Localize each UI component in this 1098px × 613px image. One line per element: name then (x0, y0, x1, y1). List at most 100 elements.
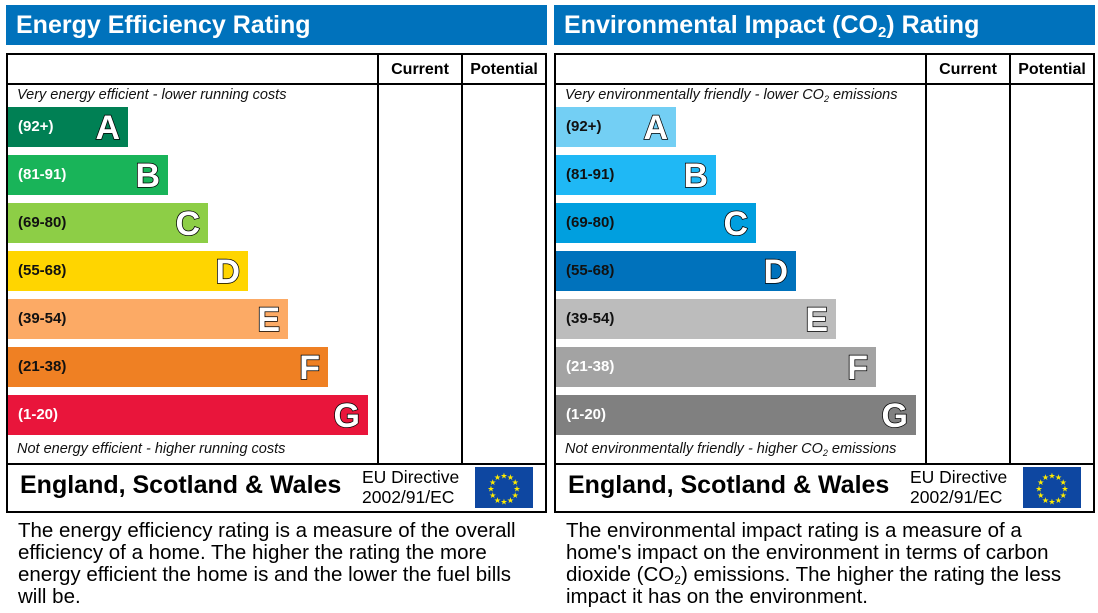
rating-table: Current Potential Very energy efficient - … (6, 53, 547, 513)
footer-country: England, Scotland & Wales (20, 471, 342, 499)
eu-star-icon: ★ (1037, 491, 1044, 500)
eu-star-icon: ★ (507, 473, 514, 482)
rating-range: (55-68) (18, 262, 67, 279)
rating-table: Current Potential Very environmentally fri… (554, 53, 1095, 513)
eu-directive-line2: 2002/91/EC (362, 487, 455, 507)
rating-letter: G (881, 396, 909, 436)
footer-divider (8, 463, 545, 465)
rating-letter: B (683, 156, 709, 196)
eu-star-icon: ★ (1048, 498, 1055, 507)
top-note: Very energy efficient - lower running co… (17, 87, 287, 103)
column-header-current: Current (939, 61, 997, 78)
rating-bar-b: (81-91) B (556, 155, 716, 196)
eu-star-icon: ★ (1042, 473, 1049, 482)
footer-divider (556, 463, 1093, 465)
rating-letter: C (175, 204, 201, 244)
rating-letter: E (805, 300, 829, 340)
eu-star-icon: ★ (513, 485, 520, 494)
eu-directive-line1: EU Directive (362, 467, 460, 487)
rating-range: (55-68) (566, 262, 615, 279)
footer-country: England, Scotland & Wales (568, 471, 890, 499)
rating-bar-c: (69-80) C (556, 203, 756, 244)
eu-directive: EU Directive 2002/91/EC (910, 467, 1007, 507)
rating-bar-g: (1-20) G (8, 395, 368, 436)
environmental-impact-panel: Environmental Impact (CO2) Rating Current… (554, 0, 1095, 613)
eu-star-icon: ★ (1035, 485, 1042, 494)
eu-star-icon: ★ (1055, 496, 1062, 505)
energy-efficiency-panel: Energy Efficiency Rating Current Potential… (6, 0, 547, 613)
column-divider (377, 55, 379, 465)
eu-star-icon: ★ (1061, 485, 1068, 494)
rating-bar-g: (1-20) G (556, 395, 916, 436)
rating-letter: D (763, 252, 789, 292)
bottom-note: Not environmentally friendly - higher CO… (565, 441, 897, 458)
rating-range: (81-91) (18, 166, 67, 183)
rating-range: (39-54) (566, 310, 615, 327)
rating-letter: A (95, 108, 121, 148)
eu-star-icon: ★ (487, 485, 494, 494)
rating-letter: C (723, 204, 749, 244)
rating-range: (21-38) (18, 358, 67, 375)
rating-bar-e: (39-54) E (8, 299, 288, 340)
eu-flag-icon: ★ ★ ★ ★ ★ ★ ★ ★ ★ ★ ★ ★ (475, 467, 533, 508)
column-divider (925, 55, 927, 465)
rating-range: (1-20) (18, 406, 59, 423)
rating-range: (81-91) (566, 166, 615, 183)
rating-range: (92+) (566, 118, 602, 135)
eu-directive-line2: 2002/91/EC (910, 487, 1003, 507)
rating-bar-c: (69-80) C (8, 203, 208, 244)
rating-range: (21-38) (566, 358, 615, 375)
eu-star-icon: ★ (1042, 496, 1049, 505)
eu-star-icon: ★ (512, 478, 519, 487)
eu-directive-line1: EU Directive (910, 467, 1008, 487)
rating-bar-a: (92+) A (8, 107, 128, 148)
header-divider (556, 83, 1093, 85)
eu-star-icon: ★ (500, 498, 507, 507)
rating-range: (1-20) (566, 406, 607, 423)
rating-range: (39-54) (18, 310, 67, 327)
rating-bar-f: (21-38) F (556, 347, 876, 388)
column-divider (461, 55, 463, 465)
column-header-potential: Potential (1018, 61, 1086, 78)
eu-star-icon: ★ (489, 478, 496, 487)
eu-flag-icon: ★ ★ ★ ★ ★ ★ ★ ★ ★ ★ ★ ★ (1023, 467, 1081, 508)
rating-bar-f: (21-38) F (8, 347, 328, 388)
rating-bar-e: (39-54) E (556, 299, 836, 340)
rating-letter: E (257, 300, 281, 340)
rating-range: (69-80) (18, 214, 67, 231)
rating-letter: G (333, 396, 361, 436)
rating-bar-d: (55-68) D (556, 251, 796, 292)
rating-letter: F (298, 348, 320, 388)
column-header-potential: Potential (470, 61, 538, 78)
eu-star-icon: ★ (512, 491, 519, 500)
eu-star-icon: ★ (1060, 491, 1067, 500)
rating-range: (92+) (18, 118, 54, 135)
column-divider (1009, 55, 1011, 465)
eu-star-icon: ★ (1055, 473, 1062, 482)
column-header-current: Current (391, 61, 449, 78)
chart-title: Energy Efficiency Rating (6, 5, 547, 45)
chart-title: Environmental Impact (CO2) Rating (554, 5, 1095, 45)
eu-star-icon: ★ (494, 496, 501, 505)
eu-star-icon: ★ (1048, 472, 1055, 481)
eu-directive: EU Directive 2002/91/EC (362, 467, 459, 507)
description-text: The environmental impact rating is a mea… (566, 519, 1062, 608)
rating-letter: B (135, 156, 161, 196)
rating-bar-a: (92+) A (556, 107, 676, 148)
eu-star-icon: ★ (1037, 478, 1044, 487)
eu-star-icon: ★ (489, 491, 496, 500)
rating-bar-b: (81-91) B (8, 155, 168, 196)
header-divider (8, 83, 545, 85)
bottom-note: Not energy efficient - higher running co… (17, 441, 286, 457)
description-text: The energy efficiency rating is a measur… (18, 519, 516, 608)
eu-star-icon: ★ (494, 473, 501, 482)
top-note: Very environmentally friendly - lower CO… (565, 87, 898, 104)
rating-letter: F (846, 348, 868, 388)
rating-range: (69-80) (566, 214, 615, 231)
eu-star-icon: ★ (500, 472, 507, 481)
rating-bar-d: (55-68) D (8, 251, 248, 292)
eu-star-icon: ★ (1060, 478, 1067, 487)
rating-letter: A (643, 108, 669, 148)
eu-star-icon: ★ (507, 496, 514, 505)
rating-letter: D (215, 252, 241, 292)
